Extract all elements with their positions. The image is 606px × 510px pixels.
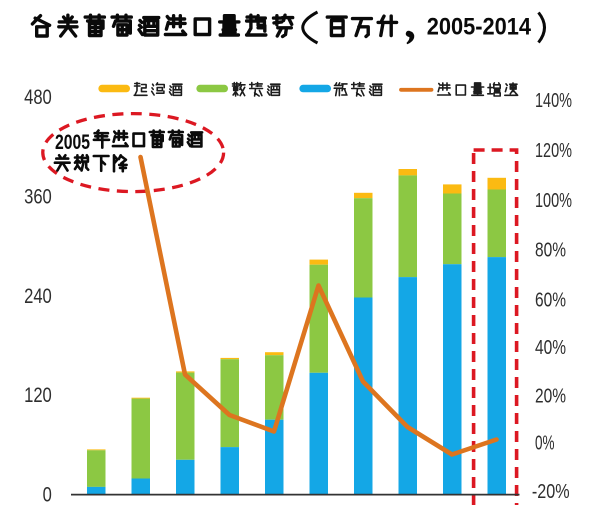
svg-text:140%: 140%: [535, 90, 572, 112]
svg-text:120: 120: [24, 384, 52, 407]
svg-text:2005-2014: 2005-2014: [427, 14, 532, 41]
svg-text:100%: 100%: [535, 190, 572, 212]
svg-text:120%: 120%: [535, 140, 572, 162]
svg-text:0: 0: [43, 483, 52, 505]
svg-text:80%: 80%: [535, 240, 566, 262]
svg-text:20%: 20%: [535, 386, 566, 408]
svg-text:40%: 40%: [535, 337, 566, 359]
svg-text:60%: 60%: [535, 290, 566, 312]
svg-text:240: 240: [24, 285, 52, 308]
svg-text:360: 360: [24, 186, 52, 209]
svg-text:480: 480: [24, 86, 52, 109]
svg-text:-20%: -20%: [532, 481, 570, 503]
svg-text:2005: 2005: [55, 131, 90, 154]
svg-text:0%: 0%: [535, 433, 555, 455]
